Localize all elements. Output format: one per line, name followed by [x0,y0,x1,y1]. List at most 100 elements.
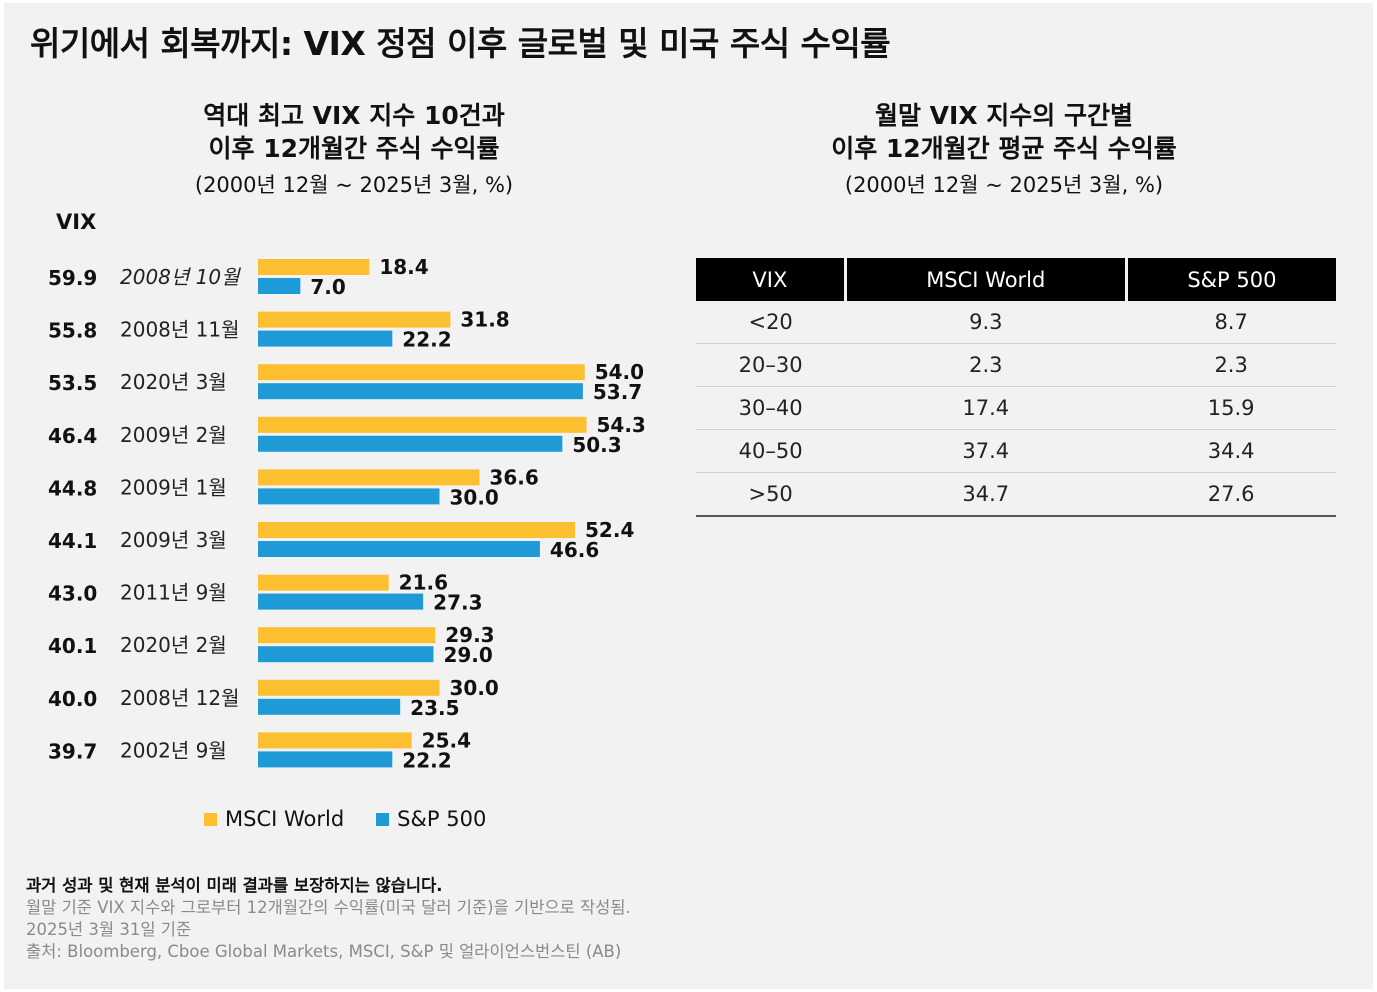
left-subtitle-line2: 이후 12개월간 주식 수익률 [208,134,500,163]
data-label-sp500: 23.5 [410,696,459,720]
legend-item-sp500: S&P 500 [376,807,486,831]
bar-msci [258,574,389,591]
vix-value-label: 53.5 [48,371,97,395]
footer-disclaimer: 과거 성과 및 현재 분석이 미래 결과를 보장하지는 않습니다. [26,876,443,895]
infographic: 위기에서 회복까지: VIX 정점 이후 글로벌 및 미국 주식 수익률 역대 … [4,3,1373,989]
table-cell-range: 30–40 [696,386,846,430]
left-period: (2000년 12월 ~ 2025년 3월, %) [194,173,514,197]
table-row: 30–40 17.4 15.9 [696,386,1336,430]
table-cell-msci: 37.4 [845,429,1127,473]
table-cell-sp500: 8.7 [1126,301,1336,344]
category-label: 2009년 2월 [120,423,227,447]
data-label-sp500: 7.0 [310,275,345,299]
right-period: (2000년 12월 ~ 2025년 3월, %) [844,173,1164,197]
vix-column-header: VIX [56,210,97,234]
table-cell-sp500: 15.9 [1126,386,1336,430]
table-header-vix: VIX [696,258,847,301]
bar-sp500 [258,488,440,505]
vix-value-label: 39.7 [48,739,97,763]
vix-value-label: 55.8 [48,319,97,343]
table-cell-msci: 17.4 [845,386,1127,430]
category-label: 2020년 3월 [120,370,227,394]
bar-msci [258,364,585,381]
data-label-msci: 30.0 [450,676,499,700]
legend-label-msci: MSCI World [225,807,345,831]
table-row: >50 34.7 27.6 [696,472,1336,517]
data-label-msci: 21.6 [399,571,448,595]
bar-msci [258,627,436,644]
vix-value-label: 46.4 [48,424,97,448]
table-cell-range: 20–30 [696,343,846,387]
legend-swatch-sp500 [376,812,390,826]
left-chart-subtitle: 역대 최고 VIX 지수 10건과 이후 12개월간 주식 수익률 (2000년… [144,99,564,200]
left-subtitle-line1: 역대 최고 VIX 지수 10건과 [203,101,505,130]
bar-msci [258,416,587,433]
bar-sp500 [258,330,393,347]
data-label-sp500: 27.3 [433,591,482,615]
category-label: 2009년 3월 [120,528,227,552]
table-cell-msci: 9.3 [845,301,1127,344]
bar-msci [258,732,412,749]
category-label: 2008년 12월 [120,686,240,710]
bar-msci [258,311,451,328]
table-row: <20 9.3 8.7 [696,301,1336,344]
category-label: 2008년 11월 [120,318,240,342]
table-cell-msci: 2.3 [845,343,1127,387]
table-header-sp500: S&P 500 [1124,258,1336,301]
data-label-sp500: 50.3 [572,433,621,457]
bar-msci [258,522,576,538]
vix-value-label: 43.0 [48,582,97,606]
category-label: 2002년 9월 [120,738,227,762]
vix-value-label: 44.8 [48,476,97,500]
data-label-msci: 54.0 [595,360,644,384]
bar-sp500 [258,383,583,400]
legend-item-msci: MSCI World [204,807,344,831]
vix-range-table: VIX MSCI World S&P 500 <20 9.3 8.7 20–30… [696,258,1336,517]
chart-legend: MSCI World S&P 500 [204,807,486,831]
vix-value-label: 59.9 [48,266,97,290]
bar-sp500 [258,751,393,768]
bar-msci [258,259,370,275]
table-row: 40–50 37.4 34.4 [696,429,1336,473]
right-subtitle-line1: 월말 VIX 지수의 구간별 [874,101,1134,130]
vix-value-label: 40.1 [48,634,97,658]
right-table-subtitle: 월말 VIX 지수의 구간별 이후 12개월간 평균 주식 수익률 (2000년… [794,99,1214,200]
bar-msci [258,679,440,696]
bar-chart: 59.9 2008년 10월 18.4 7.0 55.8 2008년 11월 31.8 22.… [48,255,646,772]
bar-sp500 [258,278,301,294]
data-label-sp500: 53.7 [593,380,642,404]
footer-notes: 과거 성과 및 현재 분석이 미래 결과를 보장하지는 않습니다. 월말 기준 … [26,875,631,963]
bar-sp500 [258,593,424,610]
table-cell-sp500: 34.4 [1126,429,1336,473]
right-subtitle-line2: 이후 12개월간 평균 주식 수익률 [831,134,1177,163]
table-row: 20–30 2.3 2.3 [696,343,1336,387]
data-label-msci: 54.3 [597,413,646,437]
table-cell-sp500: 2.3 [1126,343,1336,387]
table-cell-range: 40–50 [696,429,846,473]
page-title: 위기에서 회복까지: VIX 정점 이후 글로벌 및 미국 주식 수익률 [30,24,891,63]
footer-note2: 2025년 3월 31일 기준 [26,920,192,939]
footer-note1: 월말 기준 VIX 지수와 그로부터 12개월간의 수익률(미국 달러 기준)을… [26,898,631,917]
table-cell-range: <20 [696,301,846,344]
legend-swatch-msci [204,812,217,826]
data-label-msci: 29.3 [445,623,494,647]
category-label: 2020년 2월 [120,633,227,657]
data-label-msci: 25.4 [422,728,471,752]
category-label: 2008년 10월 [120,265,241,289]
footer-source: 출처: Bloomberg, Cboe Global Markets, MSCI… [26,942,622,961]
data-label-msci: 36.6 [489,465,538,489]
table-header-msci: MSCI World [843,258,1128,301]
data-label-sp500: 22.2 [402,748,451,772]
table-cell-sp500: 27.6 [1126,472,1336,517]
data-label-sp500: 46.6 [550,538,599,562]
legend-label-sp500: S&P 500 [397,807,487,831]
category-label: 2009년 1월 [120,475,227,499]
data-label-msci: 52.4 [585,518,634,542]
bar-msci [258,469,480,486]
bar-sp500 [258,646,434,663]
data-label-sp500: 30.0 [450,485,499,509]
category-label: 2011년 9월 [120,581,227,605]
vix-value-label: 40.0 [48,687,97,711]
data-label-msci: 31.8 [460,308,509,332]
data-label-msci: 18.4 [379,255,428,279]
